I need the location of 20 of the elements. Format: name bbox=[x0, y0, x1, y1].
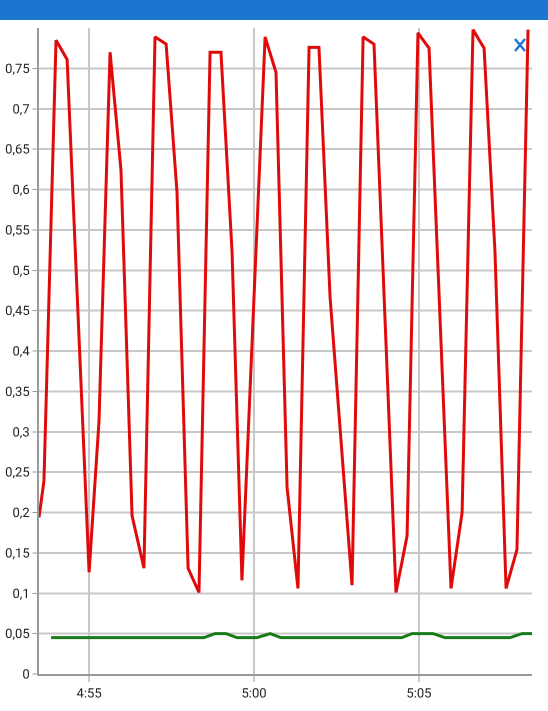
y-tick-label: 0,15 bbox=[5, 546, 30, 562]
y-tick-label: 0 bbox=[22, 668, 30, 683]
y-tick-label: 0,65 bbox=[5, 142, 30, 158]
y-tick-label: 0,45 bbox=[5, 304, 30, 320]
y-tick-label: 0,05 bbox=[5, 627, 30, 642]
y-tick-label: 0,5 bbox=[12, 264, 30, 279]
y-tick-label: 0,3 bbox=[12, 425, 30, 440]
y-tick-label: 0,6 bbox=[12, 183, 30, 198]
y-tick-label: 0,2 bbox=[12, 506, 30, 522]
y-tick-label: 0,1 bbox=[12, 586, 30, 602]
line-series bbox=[39, 28, 530, 594]
x-tick-label: 5:05 bbox=[406, 686, 432, 702]
y-tick-label: 0,4 bbox=[12, 344, 30, 360]
y-tick-label: 0,25 bbox=[5, 466, 30, 481]
y-tick-label: 0,75 bbox=[5, 62, 30, 77]
x-tick-label: 5:00 bbox=[241, 686, 267, 702]
x-tick-label: 4:55 bbox=[76, 686, 102, 702]
y-tick-label: 0,55 bbox=[5, 223, 30, 238]
y-tick-label: 0,7 bbox=[12, 102, 30, 118]
y-tick-label: 0,35 bbox=[5, 384, 30, 400]
